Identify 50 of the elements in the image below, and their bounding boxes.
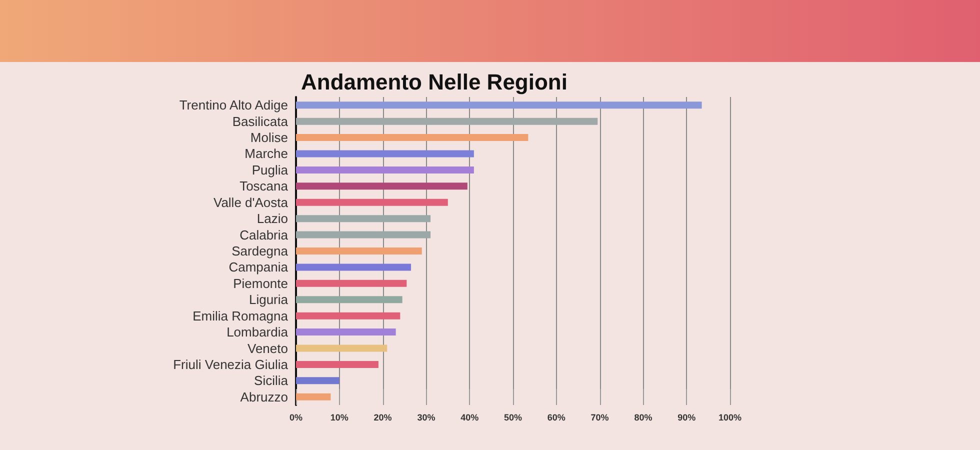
y-tick-label: Emilia Romagna — [192, 308, 289, 324]
y-tick-label: Calabria — [240, 227, 289, 242]
bar — [296, 264, 412, 271]
bar — [296, 377, 340, 384]
y-tick-label: Lazio — [256, 211, 288, 226]
bar — [296, 134, 528, 142]
bar — [296, 102, 702, 109]
x-tick-label: 20% — [374, 412, 392, 422]
bar — [296, 280, 407, 287]
y-tick-label: Basilicata — [232, 114, 289, 129]
y-tick-label: Puglia — [252, 162, 289, 178]
bar — [296, 215, 431, 222]
x-tick-label: 40% — [460, 412, 479, 422]
bar — [296, 182, 468, 190]
y-tick-label: Trentino Alto Adige — [179, 98, 288, 113]
y-tick-label: Marche — [244, 146, 288, 162]
x-tick-label: 80% — [634, 412, 652, 422]
y-tick-label: Veneto — [248, 340, 288, 356]
y-tick-label: Abruzzo — [240, 389, 288, 404]
x-tick-label: 100% — [718, 412, 742, 422]
bar — [296, 328, 396, 336]
y-tick-label: Friuli Venezia Giulia — [173, 356, 289, 372]
bar — [296, 198, 448, 206]
bar — [296, 312, 400, 320]
bar — [296, 231, 431, 238]
y-tick-label: Sicilia — [254, 373, 289, 388]
y-tick-label: Sardegna — [232, 244, 289, 258]
bar — [296, 150, 474, 158]
x-tick-label: 90% — [678, 412, 696, 422]
bar — [296, 166, 474, 174]
x-tick-label: 10% — [330, 412, 348, 422]
bar — [296, 296, 402, 304]
x-tick-label: 70% — [590, 412, 609, 422]
x-tick-label: 60% — [547, 412, 566, 422]
chart-title: Andamento Nelle Regioni — [301, 70, 568, 94]
y-tick-label: Liguria — [248, 292, 289, 308]
y-tick-label: Piemonte — [233, 276, 288, 291]
bar — [296, 393, 331, 400]
y-tick-label: Valle d'Aosta — [213, 194, 289, 210]
x-tick-label: 30% — [417, 412, 436, 422]
y-tick-label: Toscana — [240, 178, 289, 194]
bar — [296, 118, 598, 125]
y-tick-label: Lombardia — [226, 324, 289, 340]
bar — [296, 360, 378, 368]
bar — [296, 344, 388, 352]
bar — [296, 248, 422, 254]
y-tick-label: Campania — [228, 260, 289, 275]
x-tick-label: 0% — [289, 412, 303, 422]
x-tick-label: 50% — [504, 412, 522, 422]
y-tick-label: Molise — [250, 130, 288, 146]
